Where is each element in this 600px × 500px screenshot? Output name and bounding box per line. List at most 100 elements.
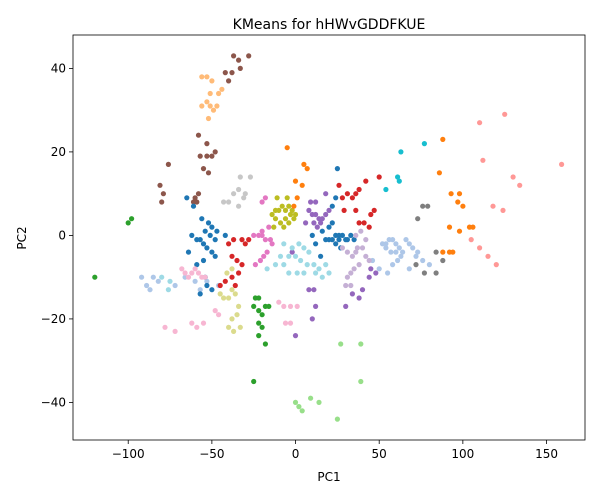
cluster-14-point-14 xyxy=(349,195,355,201)
cluster-3-point-6 xyxy=(236,203,242,209)
cluster-3-point-4 xyxy=(231,191,237,197)
cluster-5-point-6 xyxy=(234,257,240,264)
cluster-20-point-19 xyxy=(313,270,319,276)
cluster-8-point-1 xyxy=(221,295,227,301)
cluster-15-point-20 xyxy=(344,237,350,243)
cluster-14-point-0 xyxy=(341,207,347,213)
cluster-20-point-15 xyxy=(301,270,307,276)
cluster-9-point-14 xyxy=(251,378,257,385)
cluster-18-point-1 xyxy=(425,203,431,209)
y-tick-label: 20 xyxy=(51,145,66,159)
cluster-5-point-10 xyxy=(222,278,228,284)
ticks-layer: −100 −50 0 50 100 150 −40 −20 0 20 40 xyxy=(41,61,558,461)
cluster-2-point-20 xyxy=(157,182,163,188)
cluster-9-point-6 xyxy=(256,308,262,314)
cluster-2-point-12 xyxy=(212,149,218,155)
cluster-12-point-7 xyxy=(318,220,324,226)
cluster-7-point-11 xyxy=(194,324,200,330)
cluster-10-point-6 xyxy=(289,207,295,213)
cluster-11-point-14 xyxy=(456,228,463,234)
cluster-12-point-2 xyxy=(313,211,319,218)
cluster-12-point-17 xyxy=(313,303,319,309)
cluster-17-point-9 xyxy=(351,266,357,272)
cluster-19-point-10 xyxy=(485,253,491,259)
cluster-10-point-16 xyxy=(284,195,290,201)
cluster-21-point-2 xyxy=(358,378,364,385)
cluster-6-point-2 xyxy=(259,232,265,238)
cluster-19-point-2 xyxy=(480,157,486,163)
cluster-4-point-23 xyxy=(222,232,228,238)
cluster-7-point-14 xyxy=(172,328,178,334)
cluster-15-point-16 xyxy=(313,241,319,247)
cluster-20-point-7 xyxy=(306,249,312,255)
cluster-12-point-19 xyxy=(292,333,299,339)
cluster-19-point-8 xyxy=(468,237,474,243)
cluster-20-point-18 xyxy=(323,262,329,268)
y-tick-label: 0 xyxy=(58,228,66,242)
cluster-7-point-7 xyxy=(202,274,208,280)
cluster-20-point-2 xyxy=(165,287,171,293)
cluster-15-point-10 xyxy=(333,241,339,247)
cluster-1-point-5 xyxy=(219,86,225,92)
cluster-14-point-6 xyxy=(363,178,369,184)
cluster-15-point-0 xyxy=(329,203,335,209)
cluster-6-point-13 xyxy=(262,195,268,201)
cluster-19-point-3 xyxy=(510,174,516,180)
cluster-10-point-10 xyxy=(287,211,294,218)
cluster-11-point-0 xyxy=(284,145,290,151)
cluster-6-point-5 xyxy=(259,228,265,234)
cluster-20-point-23 xyxy=(277,253,284,259)
cluster-11-point-12 xyxy=(460,203,466,209)
cluster-3-point-5 xyxy=(241,195,247,201)
cluster-5-point-3 xyxy=(242,241,248,247)
cluster-5-point-7 xyxy=(239,262,245,268)
cluster-1-point-11 xyxy=(205,115,212,122)
cluster-9-point-9 xyxy=(266,303,272,309)
cluster-15-point-19 xyxy=(348,232,354,238)
cluster-11-point-16 xyxy=(470,224,476,230)
cluster-3-point-2 xyxy=(236,186,242,193)
cluster-1-point-6 xyxy=(199,103,205,109)
cluster-7-point-18 xyxy=(282,320,289,326)
points-layer xyxy=(92,53,565,422)
cluster-2-point-7 xyxy=(195,132,202,138)
cluster-7-point-5 xyxy=(195,270,202,276)
cluster-9-point-2 xyxy=(92,274,98,280)
cluster-6-point-4 xyxy=(267,237,273,243)
cluster-21-point-4 xyxy=(296,404,302,410)
cluster-8-point-2 xyxy=(226,295,232,301)
cluster-2-point-21 xyxy=(160,191,166,197)
cluster-12-point-10 xyxy=(308,199,314,205)
cluster-4-point-14 xyxy=(212,253,218,259)
cluster-6-point-7 xyxy=(269,241,275,247)
cluster-10-point-14 xyxy=(286,220,292,226)
cluster-21-point-8 xyxy=(334,416,340,422)
cluster-14-point-10 xyxy=(361,220,367,226)
cluster-19-point-6 xyxy=(490,203,496,209)
cluster-17-point-11 xyxy=(344,274,350,280)
cluster-7-point-17 xyxy=(287,303,294,309)
cluster-0-point-5 xyxy=(172,282,178,289)
cluster-15-point-11 xyxy=(336,237,342,243)
cluster-7-point-0 xyxy=(179,266,185,272)
cluster-7-point-4 xyxy=(192,266,198,272)
cluster-4-point-3 xyxy=(205,220,212,226)
cluster-18-point-0 xyxy=(420,203,426,209)
cluster-10-point-9 xyxy=(282,216,289,222)
cluster-4-point-19 xyxy=(204,282,210,289)
x-tick-label: 50 xyxy=(372,447,387,461)
cluster-1-point-7 xyxy=(204,99,210,105)
cluster-16-point-14 xyxy=(406,241,412,247)
cluster-10-point-7 xyxy=(272,216,279,222)
cluster-10-point-12 xyxy=(271,224,277,230)
cluster-6-point-10 xyxy=(257,257,263,264)
cluster-16-point-12 xyxy=(395,257,401,264)
cluster-12-point-18 xyxy=(309,316,315,322)
cluster-16-point-6 xyxy=(400,249,406,255)
cluster-7-point-12 xyxy=(200,320,207,326)
cluster-16-point-22 xyxy=(376,266,382,272)
cluster-8-point-5 xyxy=(236,303,242,309)
cluster-9-point-1 xyxy=(129,216,135,222)
cluster-9-point-11 xyxy=(259,324,265,330)
cluster-12-point-13 xyxy=(303,220,309,226)
